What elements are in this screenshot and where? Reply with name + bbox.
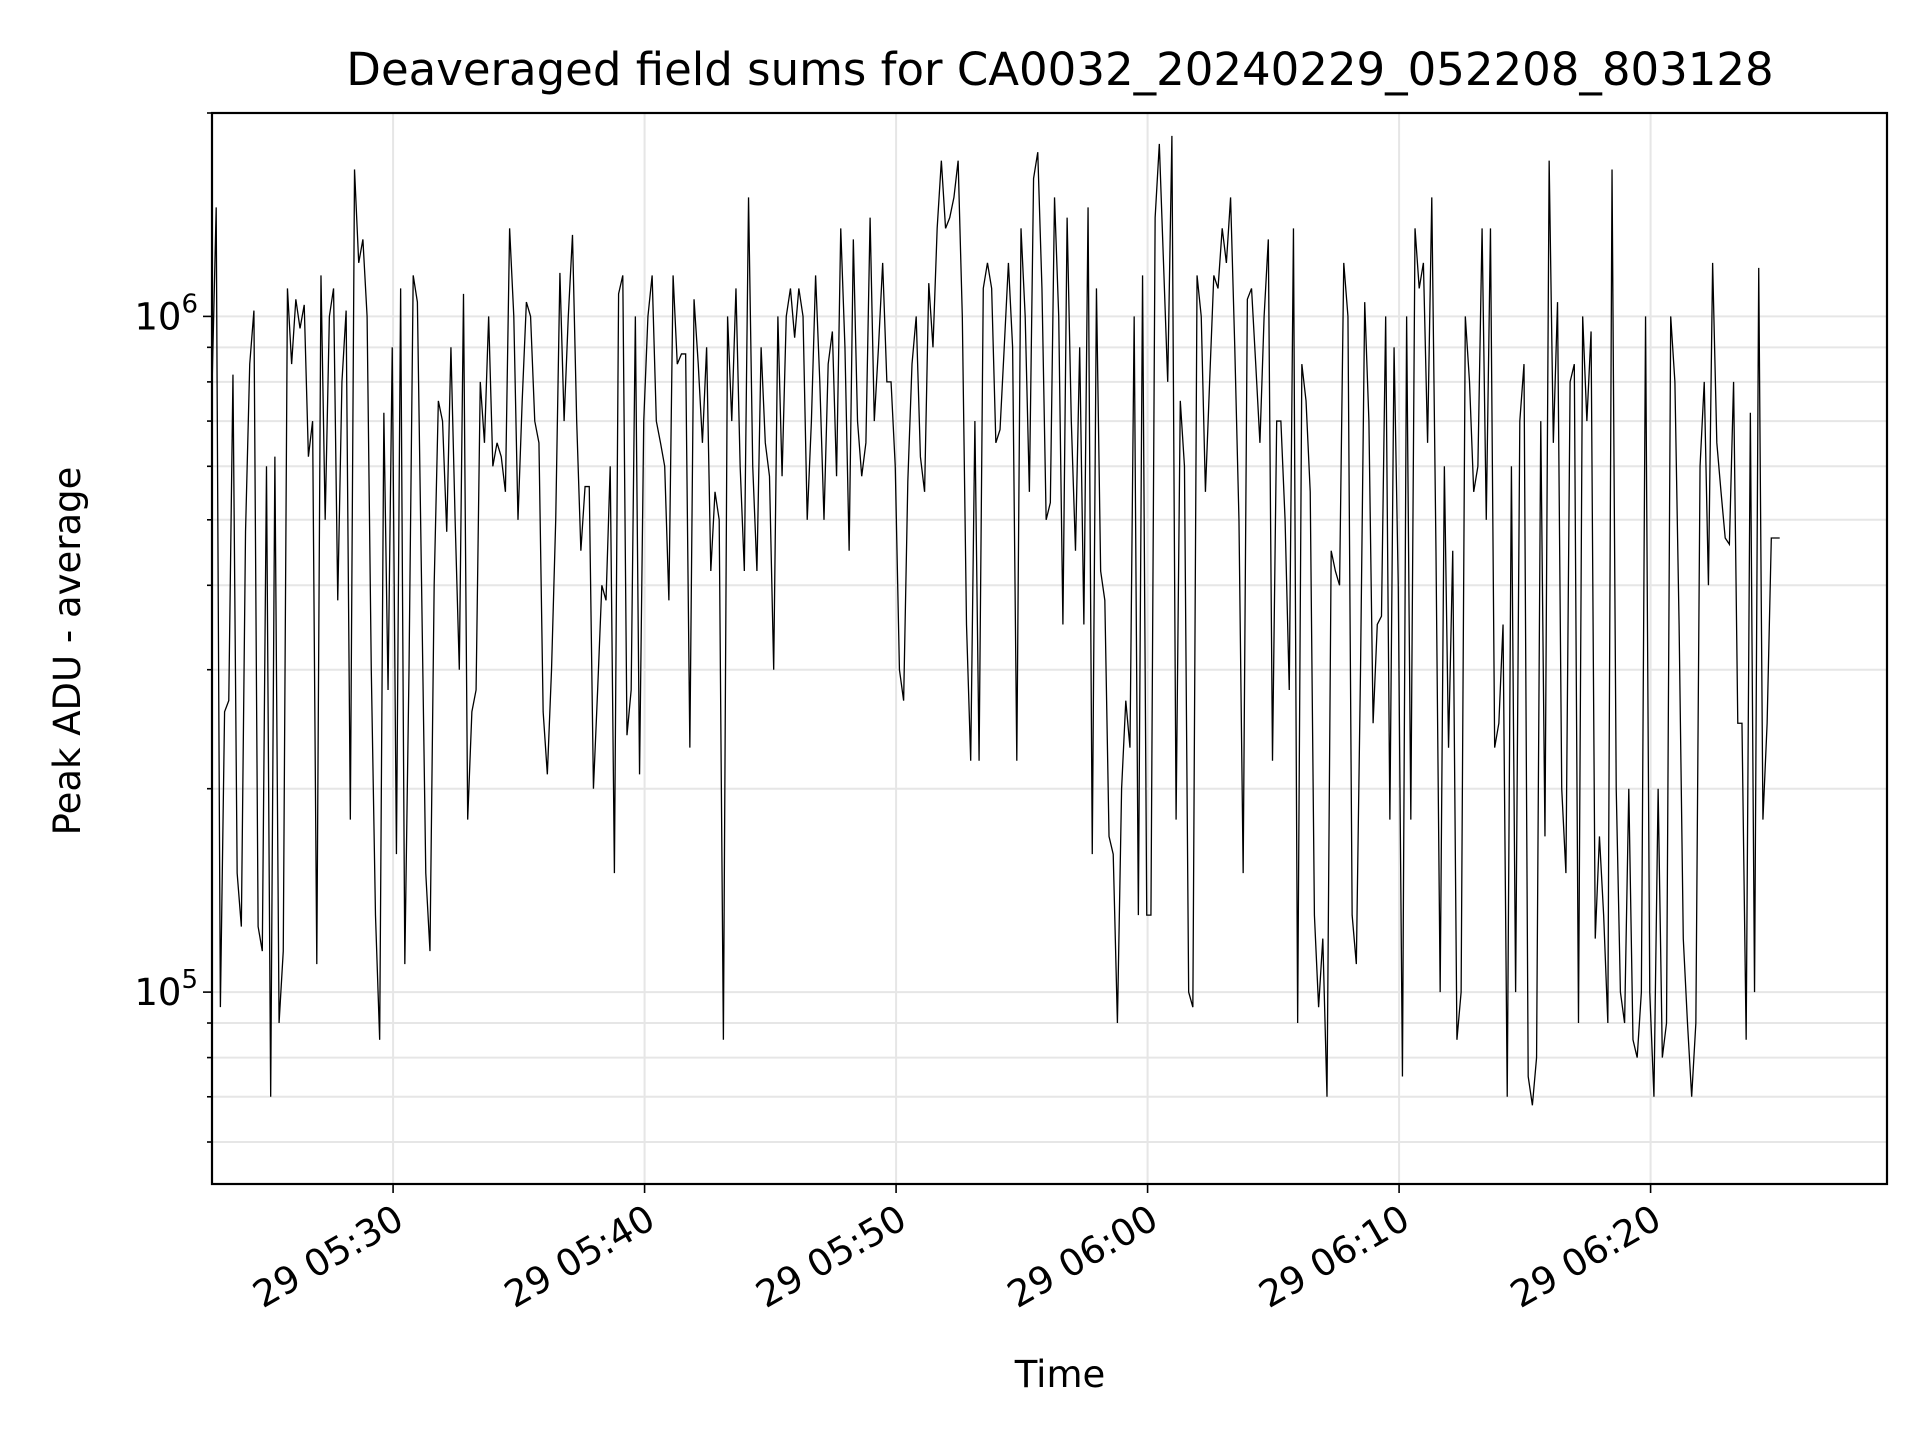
y-tick-label: 106 bbox=[134, 289, 198, 338]
y-tick-label: 105 bbox=[134, 965, 198, 1014]
y-tick-label-exponent: 5 bbox=[181, 965, 198, 995]
chart-title: Deaveraged field sums for CA0032_2024022… bbox=[346, 43, 1773, 96]
y-axis-label: Peak ADU - average bbox=[46, 467, 89, 836]
y-tick-label-base: 10 bbox=[134, 971, 181, 1014]
y-tick-label-base: 10 bbox=[134, 295, 181, 338]
plot-frame bbox=[210, 111, 1889, 1186]
series-line bbox=[211, 135, 1780, 1106]
data-series bbox=[211, 135, 1780, 1106]
x-axis-label: Time bbox=[1014, 1353, 1106, 1396]
y-tick-label-exponent: 6 bbox=[181, 289, 198, 319]
